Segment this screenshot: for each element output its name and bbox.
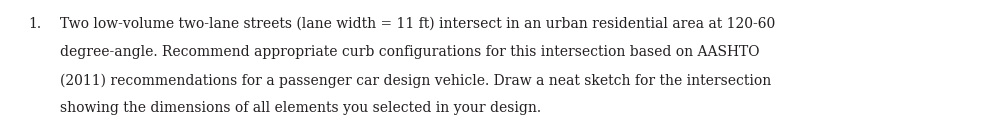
Text: 1.: 1. — [28, 17, 41, 30]
Text: Two low-volume two-lane streets (lane width = 11 ft) intersect in an urban resid: Two low-volume two-lane streets (lane wi… — [60, 17, 774, 30]
Text: (2011) recommendations for a passenger car design vehicle. Draw a neat sketch fo: (2011) recommendations for a passenger c… — [60, 73, 770, 87]
Text: degree-angle. Recommend appropriate curb configurations for this intersection ba: degree-angle. Recommend appropriate curb… — [60, 45, 759, 59]
Text: showing the dimensions of all elements you selected in your design.: showing the dimensions of all elements y… — [60, 101, 541, 115]
